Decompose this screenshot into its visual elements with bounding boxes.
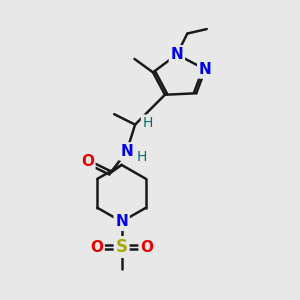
Text: N: N <box>170 47 183 62</box>
Text: H: H <box>137 150 147 164</box>
Text: N: N <box>115 214 128 229</box>
Text: N: N <box>199 62 211 77</box>
Text: N: N <box>120 144 133 159</box>
Text: S: S <box>116 238 128 256</box>
Text: O: O <box>90 239 103 254</box>
Text: O: O <box>140 239 153 254</box>
Text: H: H <box>142 116 153 130</box>
Text: O: O <box>81 154 94 169</box>
